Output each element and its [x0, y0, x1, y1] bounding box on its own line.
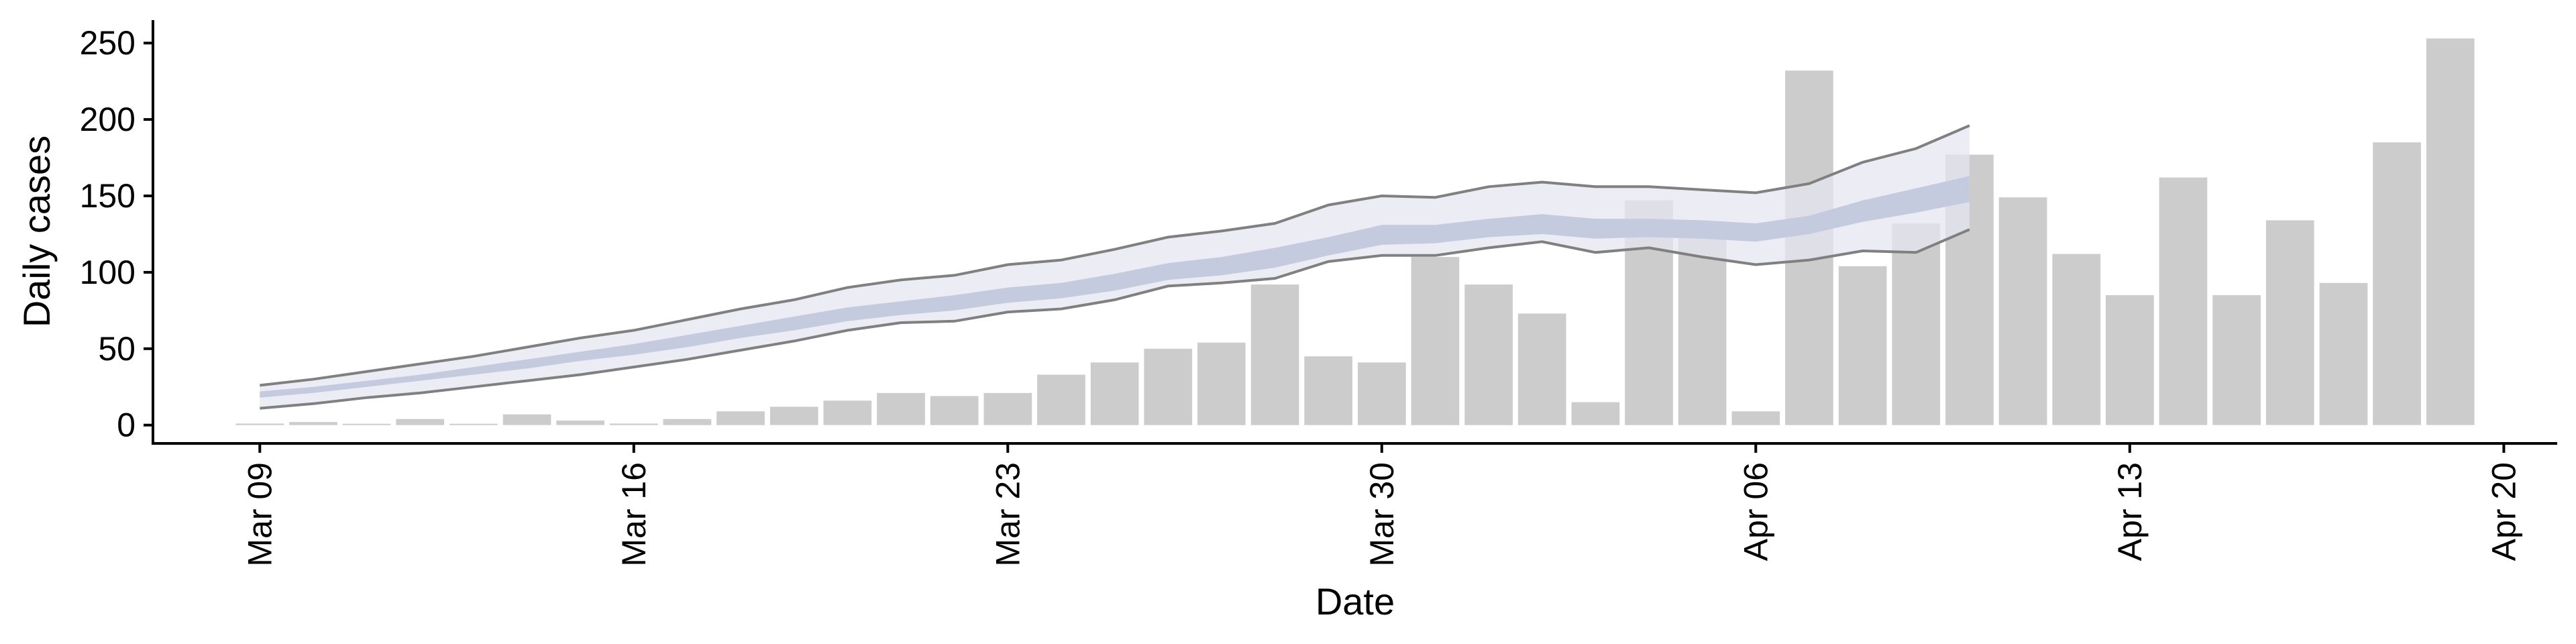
bar	[663, 419, 712, 425]
bar	[930, 396, 979, 425]
x-tick-label: Mar 30	[1363, 462, 1401, 567]
x-tick-label: Mar 09	[241, 462, 278, 567]
x-tick-label: Mar 16	[615, 462, 653, 567]
bar	[610, 423, 658, 425]
bar	[502, 414, 551, 425]
bar	[2106, 295, 2154, 425]
bar	[2319, 282, 2368, 425]
bar	[769, 407, 818, 425]
bar	[342, 423, 391, 425]
bar	[1304, 356, 1352, 425]
bar	[983, 392, 1032, 425]
lower-bound-line	[260, 228, 1970, 410]
bar	[2373, 142, 2421, 425]
bar	[289, 422, 337, 425]
bar	[1517, 313, 1566, 425]
bar	[1464, 284, 1513, 425]
bars	[235, 38, 2475, 425]
bar	[1144, 348, 1193, 425]
bar	[1358, 362, 1406, 425]
y-tick-label: 200	[80, 101, 136, 138]
bar	[1197, 342, 1246, 425]
x-ticks: Mar 09 Mar 16 Mar 23 Mar 30 Apr 06 Apr 13 Apr …	[241, 443, 2522, 567]
bar	[2265, 220, 2314, 425]
bar	[235, 423, 284, 425]
inner-interval-band	[260, 176, 1970, 398]
bar	[2052, 254, 2101, 425]
bar	[716, 411, 765, 425]
bar	[877, 392, 925, 425]
y-tick-label: 0	[117, 407, 136, 444]
estimate-bands	[260, 124, 1970, 410]
bar	[1838, 266, 1887, 425]
bar	[1037, 374, 1085, 425]
bar	[1998, 197, 2047, 425]
x-tick-label: Apr 20	[2485, 462, 2522, 561]
bar	[2212, 295, 2261, 425]
y-ticks: 0 50 100 150 200 250	[80, 24, 153, 444]
y-tick-label: 50	[98, 330, 136, 368]
bar	[1731, 411, 1780, 425]
bar	[2159, 177, 2208, 425]
x-tick-label: Mar 23	[989, 462, 1026, 567]
upper-bound-line	[260, 124, 1970, 387]
bar	[449, 423, 498, 425]
x-tick-label: Apr 13	[2111, 462, 2149, 561]
bar	[396, 419, 445, 425]
bar	[1250, 284, 1299, 425]
bar	[1411, 257, 1460, 425]
y-tick-label: 150	[80, 177, 136, 215]
bar	[556, 420, 604, 425]
y-axis-title: Daily cases	[15, 136, 58, 327]
y-tick-label: 100	[80, 254, 136, 291]
bar	[1892, 223, 1941, 425]
bar	[823, 400, 872, 425]
bar	[2426, 38, 2475, 425]
x-axis-title: Date	[1316, 580, 1395, 623]
axes	[152, 20, 2557, 445]
x-tick-label: Apr 06	[1737, 462, 1774, 561]
bar	[1571, 402, 1620, 425]
bar	[1090, 362, 1139, 425]
y-tick-label: 250	[80, 24, 136, 62]
